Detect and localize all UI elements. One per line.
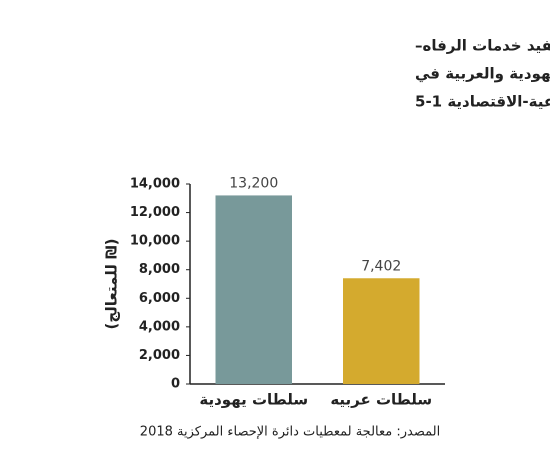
source: المصدر: معالجة لمعطيات دائرة الإحصاء الم…	[140, 425, 440, 440]
y-tick-label: 6,000	[139, 291, 180, 306]
bar	[215, 195, 292, 384]
y-tick-label: 2,000	[139, 348, 180, 363]
chart-title: العناقيد الاجتماعية-الاقتصادية 1-5	[415, 93, 550, 111]
y-tick-label: 0	[171, 377, 180, 392]
x-tick-label: سلطات يهودية	[199, 391, 308, 409]
x-tick-label: سلطات عربيه	[330, 391, 432, 409]
y-tick-label: 12,000	[130, 205, 180, 220]
y-tick-label: 10,000	[130, 234, 180, 249]
value-label: 13,200	[229, 175, 278, 191]
chart-title: مقارنة بين السلطات المحلية اليهودية والع…	[415, 65, 550, 83]
value-label: 7,402	[361, 258, 401, 274]
bar	[343, 278, 420, 384]
y-tick-label: 4,000	[139, 319, 180, 334]
chart-title: الرسم البياني 22 – الإنفاق لمستفيد خدمات…	[415, 37, 550, 55]
y-tick-label: 14,000	[130, 177, 180, 192]
y-axis-label: (₪ للمتعالج)	[103, 239, 121, 330]
y-tick-label: 8,000	[139, 262, 180, 277]
